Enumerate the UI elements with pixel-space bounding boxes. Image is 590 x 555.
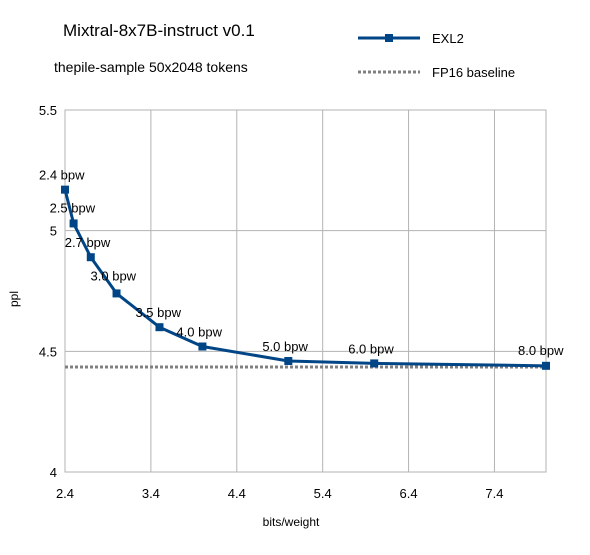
chart-subtitle: thepile-sample 50x2048 tokens <box>54 59 248 75</box>
x-tick-label: 4.4 <box>228 486 246 501</box>
point-labels: 2.4 bpw 2.5 bpw 2.7 bpw 3.0 bpw 3.5 bpw 4.0 b… <box>39 168 564 358</box>
exl2-point-label: 3.0 bpw <box>91 268 137 283</box>
exl2-point-label: 6.0 bpw <box>348 341 394 356</box>
x-tick-label: 6.4 <box>400 486 418 501</box>
y-tick-label: 4.5 <box>39 344 57 359</box>
exl2-point <box>69 219 78 228</box>
exl2-series <box>61 185 550 370</box>
exl2-point <box>155 323 164 332</box>
legend-exl2-label: EXL2 <box>432 31 464 46</box>
exl2-point-label: 8.0 bpw <box>518 343 564 358</box>
exl2-point-label: 2.7 bpw <box>65 235 111 250</box>
legend: EXL2 FP16 baseline <box>358 31 515 80</box>
exl2-point <box>542 361 550 370</box>
x-axis-label: bits/weight <box>263 515 320 529</box>
x-axis-ticks: 2.4 3.4 4.4 5.4 6.4 7.4 <box>56 486 504 501</box>
x-tick-label: 2.4 <box>56 486 74 501</box>
y-tick-label: 5.5 <box>39 103 57 118</box>
y-axis-ticks: 4 4.5 5 5.5 <box>39 103 57 480</box>
exl2-point-label: 4.0 bpw <box>176 325 222 340</box>
exl2-point-label: 5.0 bpw <box>262 339 308 354</box>
x-tick-label: 3.4 <box>142 486 160 501</box>
plot-area-border <box>64 109 547 473</box>
exl2-point <box>198 342 207 351</box>
legend-exl2-marker <box>385 34 393 42</box>
exl2-point-label: 2.5 bpw <box>50 200 96 215</box>
y-tick-label: 4 <box>50 465 57 480</box>
exl2-point-label: 2.4 bpw <box>39 168 85 183</box>
grid <box>64 109 546 473</box>
exl2-point <box>370 359 379 368</box>
x-tick-label: 7.4 <box>485 486 503 501</box>
exl2-point <box>61 185 69 194</box>
exl2-point <box>112 289 121 298</box>
exl2-point <box>86 253 95 262</box>
y-axis-label: ppl <box>7 291 21 307</box>
y-tick-label: 5 <box>50 224 57 239</box>
exl2-point <box>284 356 293 365</box>
chart-title: Mixtral-8x7B-instruct v0.1 <box>63 21 255 40</box>
x-tick-label: 5.4 <box>314 486 332 501</box>
legend-fp16-label: FP16 baseline <box>432 65 515 80</box>
exl2-point-label: 3.5 bpw <box>135 305 181 320</box>
